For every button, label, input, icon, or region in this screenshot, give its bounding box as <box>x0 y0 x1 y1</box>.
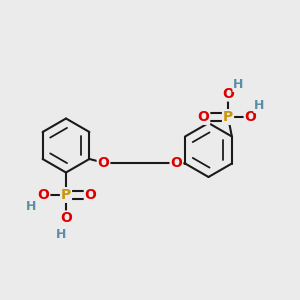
Text: O: O <box>38 188 50 202</box>
Text: O: O <box>222 87 234 100</box>
Text: H: H <box>56 228 67 242</box>
Text: O: O <box>98 156 110 170</box>
Text: O: O <box>170 156 182 170</box>
Text: O: O <box>60 212 72 225</box>
Text: O: O <box>85 188 97 202</box>
Text: O: O <box>197 110 209 124</box>
Text: P: P <box>61 188 71 202</box>
Text: H: H <box>26 200 37 214</box>
Text: O: O <box>244 110 256 124</box>
Text: H: H <box>254 99 265 112</box>
Text: H: H <box>233 78 244 91</box>
Text: P: P <box>223 110 233 124</box>
